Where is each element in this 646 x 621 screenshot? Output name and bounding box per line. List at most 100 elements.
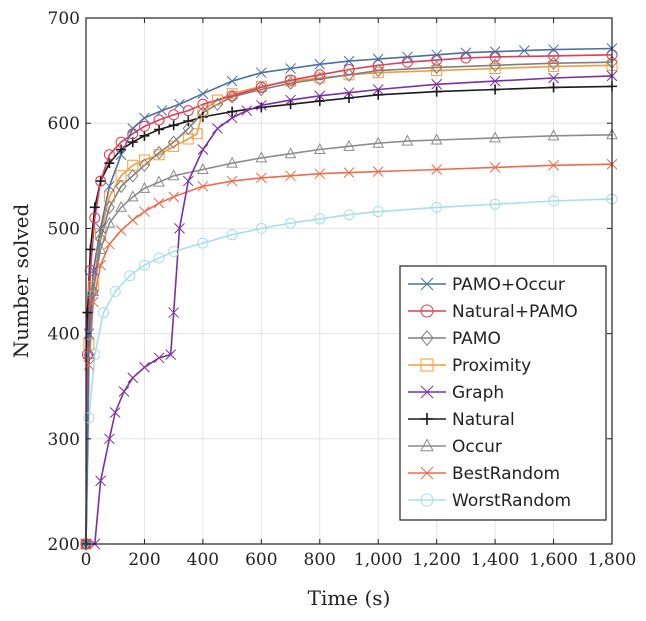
x-tick-label: 800 [304, 550, 336, 570]
data-point-natural-pamo [89, 212, 101, 224]
x-tick-label: 1,800 [588, 550, 637, 570]
data-point-natural-pamo [95, 175, 107, 187]
data-point-proximity [87, 280, 99, 292]
data-point-pamo-occur [518, 45, 530, 56]
legend-marker-circle-icon [420, 493, 434, 507]
legend-label: Graph [452, 383, 504, 403]
legend-marker-plus-icon [421, 413, 433, 425]
data-point-pamo-occur [87, 265, 99, 276]
data-point-pamo-occur [156, 105, 168, 116]
legend-marker-square-icon [420, 358, 434, 372]
data-point-pamo-occur [115, 149, 127, 161]
data-point-natural [168, 120, 179, 131]
legend-label: PAMO [452, 329, 501, 349]
data-point-bestrandom [104, 238, 115, 250]
data-point-occur [284, 147, 297, 159]
data-point-natural [197, 111, 208, 122]
data-point-worstrandom [197, 237, 209, 249]
legend-marker-triangle-icon [420, 438, 434, 452]
data-point-occur [547, 129, 560, 141]
data-point-pamo [138, 158, 151, 173]
data-point-pamo-occur [95, 223, 106, 234]
x-tick-label: 1,000 [354, 550, 403, 570]
series-line-pamo-occur [85, 47, 613, 545]
data-point-natural-pamo [255, 81, 267, 93]
data-point-proximity [168, 140, 180, 152]
data-point-natural [85, 244, 96, 255]
data-point-natural-pamo [115, 136, 127, 148]
data-point-worstrandom [431, 201, 443, 213]
data-point-worstrandom [255, 222, 267, 234]
data-point-natural [183, 116, 194, 127]
legend-label: BestRandom [452, 464, 560, 484]
data-point-occur [343, 139, 355, 151]
data-point-pamo [115, 179, 127, 194]
data-point-occur [115, 200, 127, 212]
data-point-graph [109, 407, 121, 418]
data-point-occur [401, 134, 414, 146]
data-point-pamo [182, 121, 194, 136]
data-point-pamo-occur [226, 75, 238, 87]
data-point-occur [153, 175, 165, 187]
data-point-pamo-occur [174, 98, 185, 110]
data-point-pamo [80, 537, 92, 551]
data-point-graph [548, 72, 559, 84]
data-point-pamo [489, 58, 501, 73]
data-point-pamo [94, 232, 107, 246]
data-point-natural-pamo [197, 98, 209, 110]
legend-label: Occur [452, 437, 502, 457]
data-point-natural [431, 86, 442, 97]
legend-label: Natural [452, 410, 515, 430]
legend-entry-worstrandom: WorstRandom [408, 491, 571, 511]
series-line-occur [85, 134, 613, 545]
data-point-bestrandom [489, 162, 501, 173]
data-point-graph [314, 90, 326, 102]
data-point-pamo [168, 135, 180, 149]
data-point-graph [118, 386, 130, 397]
x-tick-label: 400 [187, 550, 219, 570]
data-point-natural [116, 144, 127, 155]
legend-label: WorstRandom [452, 491, 571, 511]
data-point-pamo-occur [489, 46, 501, 58]
data-point-graph [95, 475, 106, 487]
data-point-natural-pamo [314, 69, 326, 81]
data-point-pamo-occur [255, 67, 267, 79]
data-point-worstrandom [489, 198, 501, 210]
data-point-proximity [153, 149, 165, 161]
data-point-bestrandom [431, 164, 443, 175]
series-line-worstrandom [85, 198, 613, 545]
data-point-pamo-occur [548, 44, 559, 55]
data-point-natural-pamo [81, 349, 93, 361]
plot-frame [85, 17, 613, 545]
data-point-graph [104, 433, 115, 445]
legend-entry-pamo: PAMO [408, 329, 501, 349]
data-point-bestrandom [115, 225, 127, 236]
data-point-bestrandom [548, 159, 559, 171]
x-tick-label: 1,400 [471, 550, 520, 570]
data-point-occur [94, 242, 107, 254]
legend-entry-proximity: Proximity [408, 356, 531, 376]
data-point-pamo [153, 145, 165, 160]
data-point-graph [255, 99, 267, 111]
legend-marker-x-icon [420, 466, 434, 480]
data-point-natural-pamo [372, 59, 384, 71]
legend-entry-pamo-occur: PAMO+Occur [408, 275, 565, 295]
x-axis-label: Time (s) [308, 586, 391, 610]
data-point-natural [82, 307, 93, 318]
data-point-worstrandom [314, 213, 326, 225]
legend-entry-graph: Graph [408, 383, 504, 403]
data-point-graph [285, 94, 296, 106]
data-point-natural [95, 176, 106, 187]
data-point-pamo-occur [104, 180, 115, 192]
x-tick-label: 600 [245, 550, 277, 570]
series-line-graph [86, 75, 613, 545]
data-point-bestrandom [197, 180, 209, 192]
data-point-occur [226, 156, 238, 168]
data-point-graph [174, 223, 185, 234]
data-point-pamo-occur [431, 49, 443, 61]
data-point-natural [256, 102, 267, 113]
data-point-occur [489, 131, 501, 143]
data-point-bestrandom [87, 296, 99, 308]
data-point-pamo [87, 284, 99, 299]
